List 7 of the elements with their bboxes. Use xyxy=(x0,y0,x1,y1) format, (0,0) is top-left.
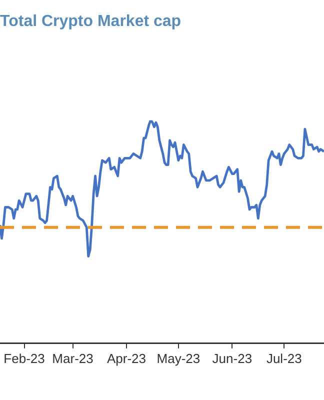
x-tick-label: Jun-23 xyxy=(212,350,252,366)
x-tick-label: Apr-23 xyxy=(106,350,146,366)
x-tick-label: May-23 xyxy=(156,350,200,366)
chart-title: Total Crypto Market cap xyxy=(0,13,182,30)
x-tick-label: Feb-23 xyxy=(4,350,45,366)
x-tick-label: Jul-23 xyxy=(266,350,302,366)
x-tick-label: Mar-23 xyxy=(52,350,94,366)
